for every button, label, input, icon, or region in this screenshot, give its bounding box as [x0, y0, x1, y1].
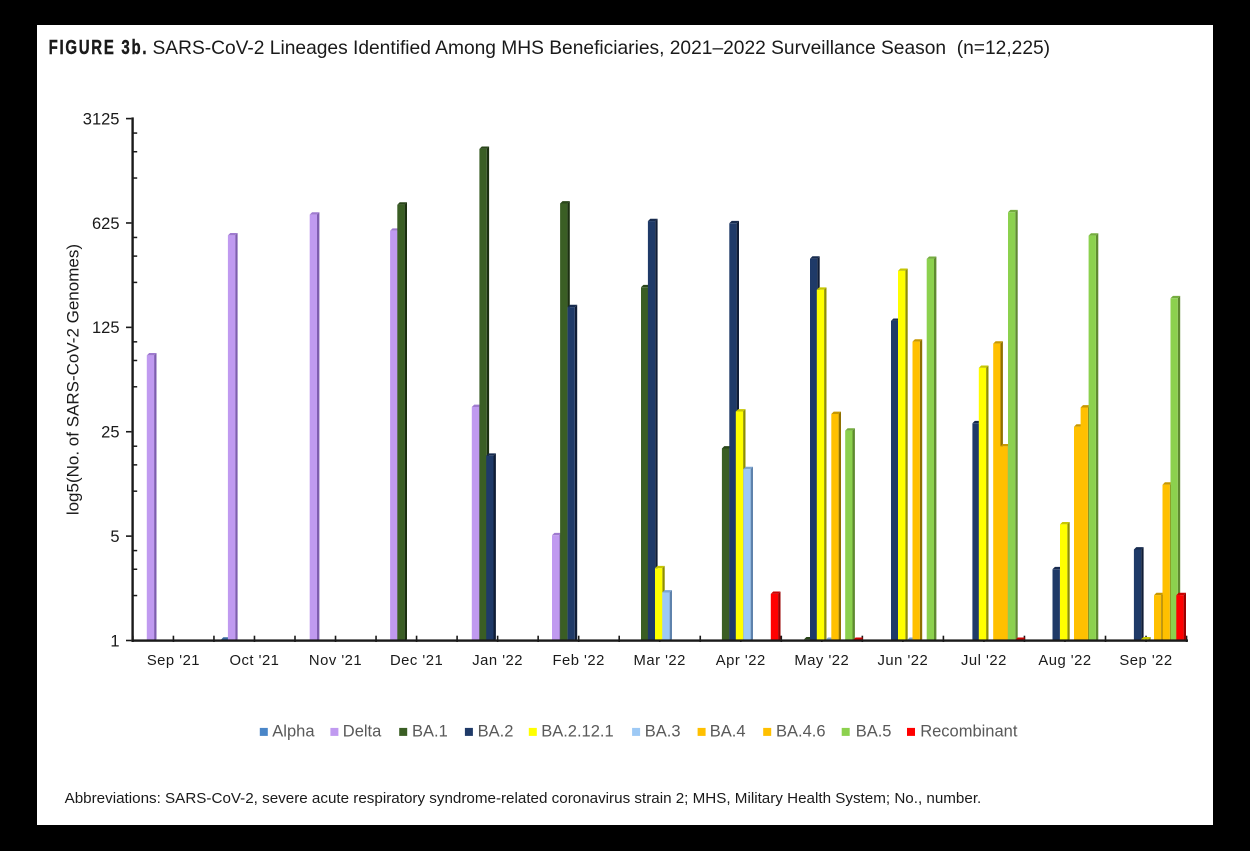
- svg-text:Dec '21: Dec '21: [390, 653, 443, 669]
- svg-text:Oct '21: Oct '21: [230, 653, 280, 669]
- svg-text:Aug '22: Aug '22: [1038, 653, 1091, 669]
- svg-text:Recombinant: Recombinant: [920, 723, 1018, 741]
- svg-text:FIGURE 3b.: FIGURE 3b.: [49, 36, 149, 59]
- svg-text:Jul '22: Jul '22: [961, 653, 1007, 669]
- svg-text:Delta: Delta: [343, 723, 382, 741]
- svg-text:Sep '22: Sep '22: [1119, 653, 1172, 669]
- svg-text:BA.2: BA.2: [478, 723, 514, 741]
- svg-text:Feb '22: Feb '22: [552, 653, 604, 669]
- svg-text:Jan '22: Jan '22: [472, 653, 523, 669]
- svg-text:SARS-CoV-2 Lineages Identified: SARS-CoV-2 Lineages Identified Among MHS…: [153, 38, 1051, 59]
- svg-text:BA.3: BA.3: [645, 723, 681, 741]
- svg-text:BA.5: BA.5: [856, 723, 892, 741]
- svg-text:25: 25: [101, 424, 119, 442]
- svg-text:BA.4: BA.4: [710, 723, 746, 741]
- svg-text:Jun '22: Jun '22: [877, 653, 928, 669]
- svg-text:Mar '22: Mar '22: [634, 653, 686, 669]
- svg-text:125: 125: [92, 319, 120, 337]
- svg-text:May '22: May '22: [794, 653, 849, 669]
- svg-text:BA.1: BA.1: [412, 723, 448, 741]
- svg-text:3125: 3125: [83, 110, 120, 128]
- svg-text:1: 1: [110, 632, 119, 650]
- svg-text:Nov '21: Nov '21: [309, 653, 362, 669]
- svg-text:5: 5: [110, 528, 119, 546]
- svg-text:BA.4.6: BA.4.6: [776, 723, 826, 741]
- svg-text:BA.2.12.1: BA.2.12.1: [541, 723, 613, 741]
- svg-text:Sep '21: Sep '21: [147, 653, 200, 669]
- svg-text:625: 625: [92, 215, 120, 233]
- svg-text:log5(No. of SARS-CoV-2 Genomes: log5(No. of SARS-CoV-2 Genomes): [63, 244, 82, 515]
- svg-text:Alpha: Alpha: [272, 723, 315, 741]
- svg-text:Apr '22: Apr '22: [716, 653, 766, 669]
- svg-text:Abbreviations: SARS-CoV-2, sev: Abbreviations: SARS-CoV-2, severe acute …: [65, 790, 982, 807]
